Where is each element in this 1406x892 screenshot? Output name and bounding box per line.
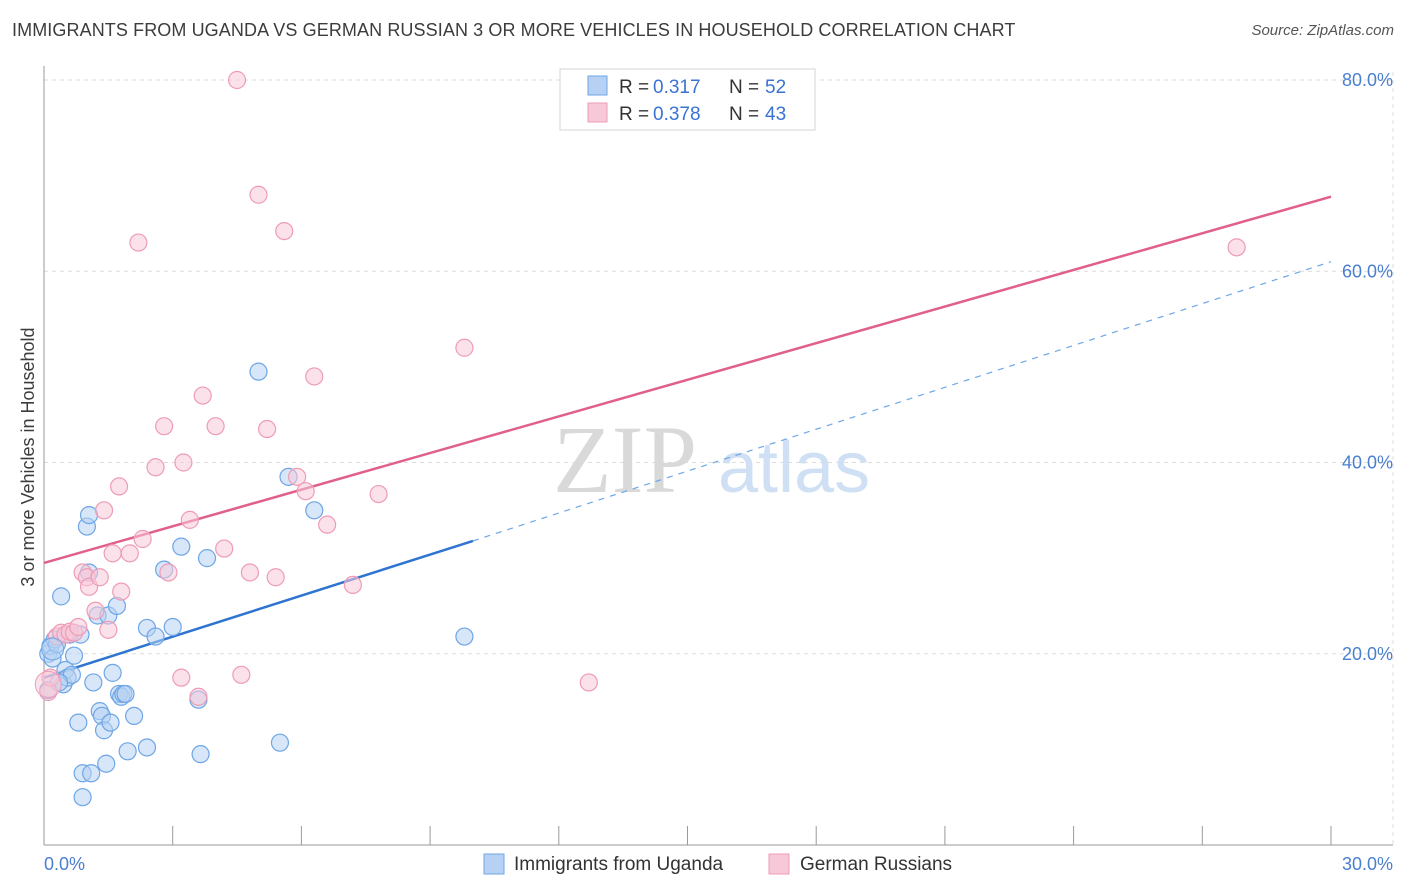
watermark-atlas: atlas (718, 428, 870, 508)
point-pink-28 (193, 386, 212, 405)
point-pink-38 (288, 467, 307, 486)
point-blue-46 (249, 362, 268, 381)
point-pink-18 (120, 544, 139, 563)
point-blue-28 (101, 713, 120, 732)
point-pink-27 (189, 687, 208, 706)
trend-line-pink (43, 195, 1332, 565)
bottom-legend-label-pink: German Russians (800, 854, 952, 875)
point-pink-34 (249, 185, 268, 204)
chart-title: IMMIGRANTS FROM UGANDA VS GERMAN RUSSIAN… (12, 20, 1016, 40)
point-pink-26 (180, 510, 199, 529)
bottom-legend-label-blue: Immigrants from Uganda (514, 854, 724, 875)
y-tick-labels: 20.0% 40.0% 60.0% 80.0% (1342, 70, 1393, 664)
y-tick-label-40: 40.0% (1342, 453, 1393, 473)
legend-n-value-1: 52 (765, 77, 786, 98)
y-tick-label-80: 80.0% (1342, 70, 1393, 90)
point-blue-20 (82, 764, 101, 783)
watermark: ZIP atlas (553, 406, 870, 513)
point-pink-15 (103, 544, 122, 563)
legend-r-label-1: R = (619, 77, 649, 98)
point-pink-43 (369, 484, 388, 504)
trend-line-blue (43, 539, 474, 679)
legend-r-value-1: 0.317 (653, 77, 701, 98)
legend-n-label-2: N = (729, 104, 759, 125)
point-blue-39 (146, 627, 165, 646)
point-blue-34 (116, 684, 135, 704)
point-pink-7 (69, 617, 88, 637)
point-blue-19 (79, 505, 99, 525)
point-blue-12 (64, 646, 84, 665)
trend-line-blue-extension (472, 261, 1332, 542)
point-pink-11 (86, 601, 105, 620)
point-pink-31 (227, 70, 247, 90)
source-label: Source: ZipAtlas.com (1251, 22, 1394, 39)
point-pink-35 (257, 419, 277, 439)
legend-box: R = 0.317 N = 52 R = 0.378 N = 43 (559, 68, 816, 131)
point-pink-24 (172, 668, 191, 687)
trend-lines (43, 195, 1332, 679)
point-pink-37 (275, 221, 294, 241)
point-blue-cluster (41, 637, 65, 661)
point-pink-19 (129, 233, 148, 252)
point-blue-26 (97, 754, 116, 773)
bottom-legend-swatch-pink (768, 853, 790, 875)
point-blue-42 (172, 537, 191, 556)
point-pink-36 (266, 568, 285, 587)
point-blue-41 (163, 617, 182, 637)
data-points (34, 70, 1246, 807)
watermark-zip: ZIP (553, 406, 697, 513)
point-pink-14 (99, 620, 118, 639)
point-blue-36 (124, 706, 144, 726)
point-blue-21 (84, 673, 103, 692)
x-tick-labels: 0.0% 30.0% (44, 854, 1393, 874)
point-pink-33 (240, 563, 260, 582)
point-blue-13 (69, 713, 88, 732)
point-pink-25 (174, 453, 193, 472)
point-pink-30 (215, 539, 234, 558)
x-tick-label-max: 30.0% (1342, 854, 1393, 874)
point-blue-50 (455, 627, 474, 646)
point-pink-40 (305, 367, 324, 386)
point-pink-42 (343, 575, 362, 595)
legend-n-label-1: N = (729, 77, 759, 98)
point-pink-17 (112, 582, 131, 601)
axes (43, 66, 1393, 846)
legend-r-value-2: 0.378 (653, 104, 701, 125)
point-pink-16 (109, 477, 129, 496)
point-pink-32 (232, 665, 251, 684)
point-blue-44 (191, 745, 210, 764)
point-pink-13 (94, 501, 114, 520)
point-blue-16 (73, 788, 92, 807)
legend-r-label-2: R = (619, 104, 649, 125)
point-blue-47 (270, 733, 290, 752)
point-pink-44 (455, 338, 474, 357)
point-pink-cluster (34, 670, 62, 698)
point-pink-22 (155, 417, 174, 436)
y-tick-label-20: 20.0% (1342, 644, 1393, 664)
point-blue-49 (305, 501, 324, 520)
y-tick-label-60: 60.0% (1342, 261, 1393, 281)
point-blue-29 (103, 663, 122, 682)
point-pink-20 (133, 529, 152, 549)
bottom-legend: Immigrants from Uganda German Russians (483, 853, 952, 875)
point-blue-45 (197, 549, 217, 568)
bottom-legend-swatch-blue (483, 853, 505, 875)
point-pink-46 (1227, 238, 1246, 257)
point-blue-37 (137, 738, 157, 757)
legend-n-value-2: 43 (765, 104, 786, 125)
point-pink-29 (206, 417, 225, 436)
legend-swatch-blue (587, 75, 608, 96)
point-blue-35 (118, 742, 137, 761)
legend-swatch-pink (587, 102, 608, 123)
point-pink-39 (296, 482, 315, 501)
point-pink-21 (146, 458, 165, 477)
point-pink-23 (159, 563, 178, 582)
point-pink-45 (579, 673, 598, 692)
point-pink-12 (90, 568, 109, 587)
y-axis-label: 3 or more Vehicles in Household (18, 327, 38, 586)
point-blue-6 (52, 587, 71, 606)
x-tick-label-min: 0.0% (44, 854, 85, 874)
point-pink-41 (318, 515, 337, 534)
